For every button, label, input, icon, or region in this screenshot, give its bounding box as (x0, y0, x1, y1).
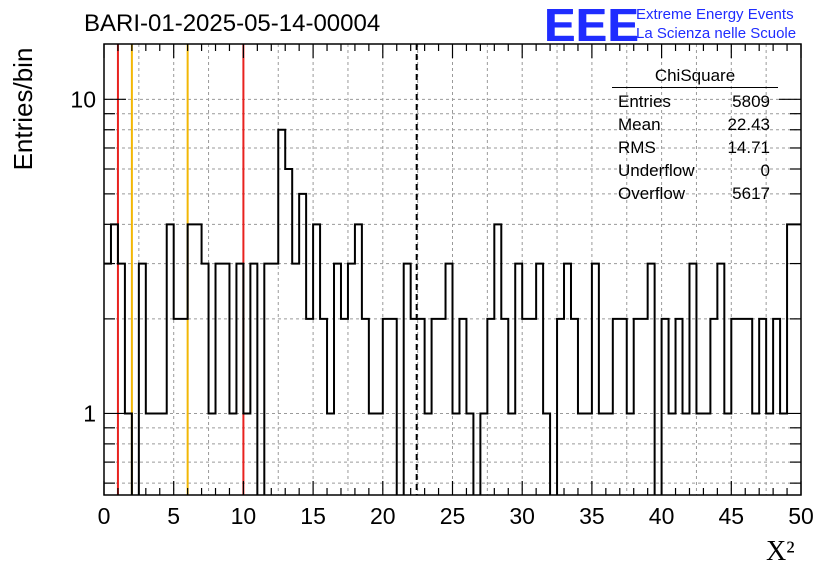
x-tick-label: 20 (370, 503, 396, 529)
stats-row: Mean 22.43 (612, 113, 778, 136)
eee-logo: EEE Extreme Energy Events La Scienza nel… (540, 0, 830, 51)
x-tick-label: 45 (719, 503, 745, 529)
stats-value: 5617 (732, 184, 770, 203)
x-tick-label: 0 (98, 503, 111, 529)
stats-label: RMS (618, 138, 656, 157)
stats-row: Underflow 0 (612, 159, 778, 182)
logo-mark: EEE (544, 0, 640, 51)
histogram-series (104, 128, 801, 495)
logo-line-1: Extreme Energy Events (636, 6, 794, 23)
logo-line-2: La Scienza nelle Scuole (636, 25, 797, 42)
x-tick-label: 40 (649, 503, 675, 529)
y-tick-label: 1 (83, 400, 96, 426)
x-axis-label: X² (766, 536, 795, 567)
x-tick-label: 35 (579, 503, 605, 529)
stats-box: ChiSquare Entries 5809 Mean 22.43 RMS 14.71 Un… (612, 66, 778, 205)
stats-value: 22.43 (727, 115, 770, 134)
x-tick-label: 15 (300, 503, 326, 529)
stats-row: Entries 5809 (612, 90, 778, 113)
stats-title: ChiSquare (612, 66, 778, 88)
stats-label: Underflow (618, 161, 695, 180)
y-tick-label: 10 (70, 86, 96, 112)
x-tick-label: 50 (788, 503, 814, 529)
stats-row: Overflow 5617 (612, 182, 778, 205)
stats-value: 0 (760, 161, 770, 180)
stats-value: 5809 (732, 92, 770, 111)
stats-label: Entries (618, 92, 671, 111)
chart-title: BARI-01-2025-05-14-00004 (84, 10, 381, 37)
x-tick-label: 10 (231, 503, 257, 529)
stats-label: Overflow (618, 184, 686, 203)
x-tick-label: 25 (440, 503, 466, 529)
stats-row: RMS 14.71 (612, 136, 778, 159)
x-tick-label: 5 (167, 503, 180, 529)
x-tick-label: 30 (509, 503, 535, 529)
stats-label: Mean (618, 115, 661, 134)
stats-value: 14.71 (727, 138, 770, 157)
